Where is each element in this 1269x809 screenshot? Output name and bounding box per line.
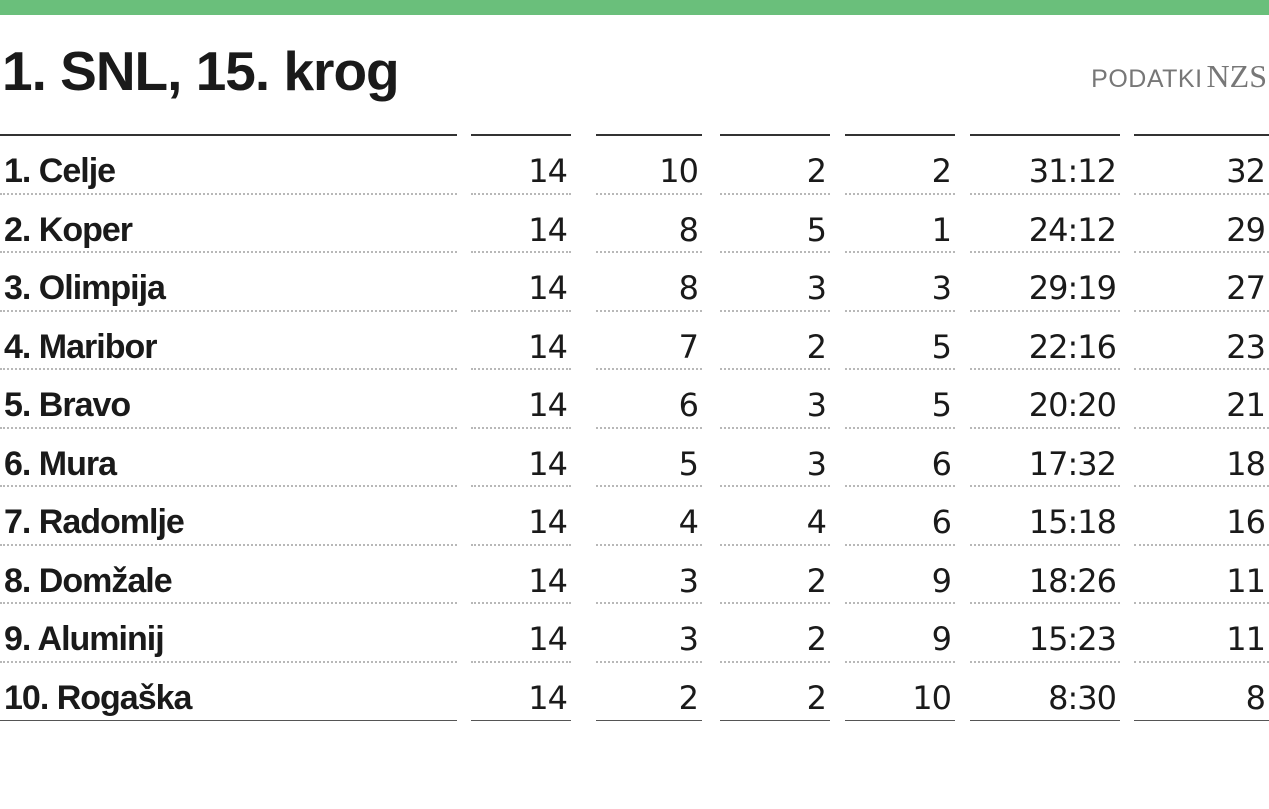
table-row: 1. Celje 14 10 2 2 31:12 32	[0, 136, 1269, 195]
points-cell: 11	[1134, 546, 1269, 604]
goals-cell: 24:12	[970, 195, 1120, 253]
played-cell: 14	[471, 604, 571, 663]
goals-cell: 29:19	[970, 253, 1120, 312]
team-name: 6. Mura	[0, 429, 457, 487]
points-cell: 16	[1134, 487, 1269, 546]
drawn-cell: 2	[720, 663, 830, 721]
lost-cell: 9	[845, 546, 955, 604]
drawn-cell: 2	[720, 136, 830, 195]
won-cell: 4	[596, 487, 702, 546]
won-cell: 8	[596, 253, 702, 312]
played-cell: 14	[471, 370, 571, 429]
page-title: 1. SNL, 15. krog	[2, 40, 400, 102]
team-name: 7. Radomlje	[0, 487, 457, 546]
played-cell: 14	[471, 487, 571, 546]
team-name: 2. Koper	[0, 195, 457, 253]
header-rule-lost	[845, 134, 955, 136]
points-cell: 21	[1134, 370, 1269, 429]
header-rule-won	[596, 134, 702, 136]
won-cell: 7	[596, 312, 702, 370]
played-cell: 14	[471, 136, 571, 195]
drawn-cell: 3	[720, 429, 830, 487]
played-cell: 14	[471, 312, 571, 370]
team-name: 5. Bravo	[0, 370, 457, 429]
table-row: 10. Rogaška 14 2 2 10 8:30 8	[0, 663, 1269, 721]
source-org: NZS	[1206, 58, 1267, 94]
won-cell: 2	[596, 663, 702, 721]
won-cell: 5	[596, 429, 702, 487]
table-row: 8. Domžale 14 3 2 9 18:26 11	[0, 546, 1269, 604]
header-rule-points	[1134, 134, 1269, 136]
goals-cell: 31:12	[970, 136, 1120, 195]
source-credit: PODATKI NZS	[1091, 58, 1267, 95]
played-cell: 14	[471, 253, 571, 312]
header-rule-team	[0, 134, 457, 136]
lost-cell: 5	[845, 370, 955, 429]
played-cell: 14	[471, 546, 571, 604]
drawn-cell: 3	[720, 253, 830, 312]
goals-cell: 22:16	[970, 312, 1120, 370]
lost-cell: 1	[845, 195, 955, 253]
table-row: 7. Radomlje 14 4 4 6 15:18 16	[0, 487, 1269, 546]
points-cell: 23	[1134, 312, 1269, 370]
drawn-cell: 4	[720, 487, 830, 546]
table-row: 2. Koper 14 8 5 1 24:12 29	[0, 195, 1269, 253]
lost-cell: 10	[845, 663, 955, 721]
points-cell: 18	[1134, 429, 1269, 487]
won-cell: 3	[596, 546, 702, 604]
points-cell: 8	[1134, 663, 1269, 721]
won-cell: 10	[596, 136, 702, 195]
goals-cell: 18:26	[970, 546, 1120, 604]
team-name: 1. Celje	[0, 136, 457, 195]
team-name: 3. Olimpija	[0, 253, 457, 312]
played-cell: 14	[471, 663, 571, 721]
team-name: 4. Maribor	[0, 312, 457, 370]
lost-cell: 6	[845, 487, 955, 546]
source-label: PODATKI	[1091, 65, 1203, 93]
goals-cell: 15:18	[970, 487, 1120, 546]
drawn-cell: 3	[720, 370, 830, 429]
team-name: 10. Rogaška	[0, 663, 457, 721]
played-cell: 14	[471, 195, 571, 253]
goals-cell: 20:20	[970, 370, 1120, 429]
points-cell: 11	[1134, 604, 1269, 663]
points-cell: 29	[1134, 195, 1269, 253]
table-row: 9. Aluminij 14 3 2 9 15:23 11	[0, 604, 1269, 663]
lost-cell: 9	[845, 604, 955, 663]
table-body: 1. Celje 14 10 2 2 31:12 32 2. Koper 14 8 5 1 24:12 2…	[0, 136, 1269, 721]
accent-bar	[0, 0, 1269, 15]
header-rule-goals	[970, 134, 1120, 136]
table-header-rules	[0, 134, 1269, 136]
table-row: 4. Maribor 14 7 2 5 22:16 23	[0, 312, 1269, 370]
team-name: 8. Domžale	[0, 546, 457, 604]
lost-cell: 2	[845, 136, 955, 195]
points-cell: 27	[1134, 253, 1269, 312]
goals-cell: 8:30	[970, 663, 1120, 721]
header-rule-drawn	[720, 134, 830, 136]
won-cell: 3	[596, 604, 702, 663]
table-row: 5. Bravo 14 6 3 5 20:20 21	[0, 370, 1269, 429]
drawn-cell: 5	[720, 195, 830, 253]
goals-cell: 15:23	[970, 604, 1120, 663]
drawn-cell: 2	[720, 546, 830, 604]
won-cell: 6	[596, 370, 702, 429]
standings-table: 1. Celje 14 10 2 2 31:12 32 2. Koper 14 8 5 1 24:12 2…	[0, 134, 1269, 721]
points-cell: 32	[1134, 136, 1269, 195]
lost-cell: 6	[845, 429, 955, 487]
header-rule-played	[471, 134, 571, 136]
drawn-cell: 2	[720, 312, 830, 370]
played-cell: 14	[471, 429, 571, 487]
goals-cell: 17:32	[970, 429, 1120, 487]
lost-cell: 3	[845, 253, 955, 312]
table-row: 3. Olimpija 14 8 3 3 29:19 27	[0, 253, 1269, 312]
won-cell: 8	[596, 195, 702, 253]
lost-cell: 5	[845, 312, 955, 370]
team-name: 9. Aluminij	[0, 604, 457, 663]
table-row: 6. Mura 14 5 3 6 17:32 18	[0, 429, 1269, 487]
drawn-cell: 2	[720, 604, 830, 663]
